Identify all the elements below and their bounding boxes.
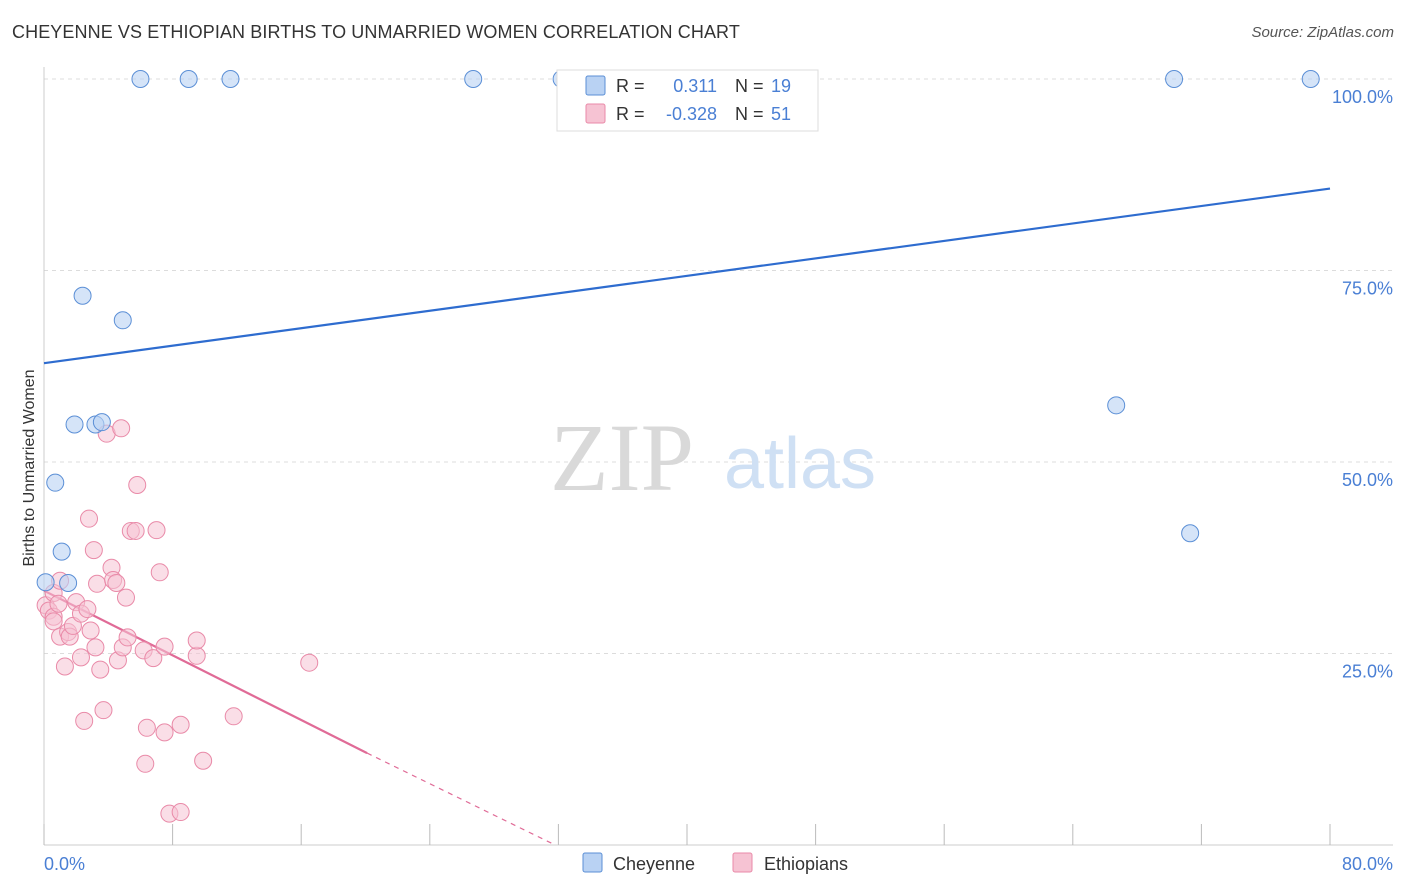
point-cheyenne	[36, 573, 55, 592]
y-tick-label: 25.0%	[1342, 662, 1393, 682]
point-ethiopians	[187, 646, 206, 665]
trend-line-ethiopians	[43, 589, 368, 755]
point-ethiopians	[150, 563, 169, 582]
stats-swatch-ethiopians	[585, 103, 606, 124]
point-ethiopians	[171, 715, 190, 734]
point-ethiopians	[86, 638, 105, 657]
watermark-zip: ZIP	[550, 404, 694, 511]
y-tick-label: 75.0%	[1342, 279, 1393, 299]
x-tick-label-max: 80.0%	[1342, 854, 1393, 874]
point-ethiopians	[171, 803, 190, 822]
point-cheyenne	[464, 70, 483, 88]
stats-n-label-ethiopians: N =	[735, 104, 764, 124]
point-ethiopians	[136, 754, 155, 773]
legend-swatch-cheyenne	[582, 852, 603, 873]
point-ethiopians	[112, 419, 131, 438]
point-ethiopians	[80, 509, 99, 528]
stats-legend: R = 0.311 N = 19 R = -0.328 N = 51	[556, 69, 819, 132]
point-ethiopians	[126, 521, 145, 540]
point-cheyenne	[92, 413, 111, 432]
point-ethiopians	[128, 475, 147, 494]
chart-title: CHEYENNE VS ETHIOPIAN BIRTHS TO UNMARRIE…	[12, 22, 740, 42]
point-ethiopians	[88, 574, 107, 593]
y-tick-labels: 25.0% 50.0% 75.0% 100.0%	[1332, 87, 1393, 682]
point-cheyenne	[73, 286, 92, 305]
stats-n-label-cheyenne: N =	[735, 76, 764, 96]
data-points	[36, 70, 1320, 823]
point-ethiopians	[44, 612, 63, 631]
legend-label-ethiopians: Ethiopians	[764, 854, 848, 874]
point-ethiopians	[194, 751, 213, 770]
stats-n-value-cheyenne: 19	[771, 76, 791, 96]
trend-line-cheyenne	[43, 187, 1331, 365]
legend-label-cheyenne: Cheyenne	[613, 854, 695, 874]
point-ethiopians	[155, 637, 174, 656]
point-cheyenne	[113, 311, 132, 330]
point-ethiopians	[71, 648, 90, 667]
point-ethiopians	[144, 649, 163, 668]
point-cheyenne	[59, 574, 78, 593]
point-ethiopians	[300, 653, 319, 672]
point-ethiopians	[49, 594, 68, 613]
point-ethiopians	[224, 707, 243, 726]
point-ethiopians	[55, 657, 74, 676]
legend-swatch-ethiopians	[732, 852, 753, 873]
point-ethiopians	[187, 631, 206, 650]
y-tick-label: 100.0%	[1332, 87, 1393, 107]
grid-lines	[44, 78, 1393, 654]
point-ethiopians	[78, 600, 97, 619]
point-cheyenne	[131, 70, 150, 88]
point-ethiopians	[155, 723, 174, 742]
point-cheyenne	[1181, 524, 1200, 543]
point-ethiopians	[118, 628, 137, 647]
trend-lines	[43, 187, 1331, 846]
point-cheyenne	[221, 70, 240, 88]
point-cheyenne	[179, 70, 198, 88]
watermark-atlas: atlas	[724, 424, 876, 504]
stats-r-value-ethiopians: -0.328	[666, 104, 717, 124]
watermark: ZIP atlas	[550, 404, 876, 511]
point-ethiopians	[84, 541, 103, 560]
point-cheyenne	[1301, 70, 1320, 88]
point-cheyenne	[1107, 396, 1126, 415]
point-cheyenne	[46, 473, 65, 492]
y-tick-label: 50.0%	[1342, 470, 1393, 490]
stats-n-value-ethiopians: 51	[771, 104, 791, 124]
point-ethiopians	[147, 521, 166, 540]
stats-r-label-ethiopians: R =	[616, 104, 645, 124]
y-axis-label: Births to Unmarried Women	[21, 369, 38, 566]
stats-swatch-cheyenne	[585, 75, 606, 96]
stats-r-value-cheyenne: 0.311	[673, 76, 717, 96]
axes	[43, 67, 1393, 846]
point-cheyenne	[1165, 70, 1184, 88]
point-ethiopians	[137, 718, 156, 737]
point-ethiopians	[94, 701, 113, 720]
point-cheyenne	[52, 542, 71, 561]
point-ethiopians	[75, 711, 94, 730]
series-legend: Cheyenne Ethiopians	[582, 852, 848, 874]
source-label: Source: ZipAtlas.com	[1251, 24, 1394, 41]
point-ethiopians	[91, 660, 110, 679]
x-tick-label-min: 0.0%	[44, 854, 85, 874]
point-ethiopians	[81, 621, 100, 640]
trend-line-ethiopians-extrapolated	[366, 752, 556, 846]
point-ethiopians	[116, 588, 135, 607]
point-ethiopians	[107, 574, 126, 593]
stats-r-label-cheyenne: R =	[616, 76, 645, 96]
point-cheyenne	[65, 415, 84, 434]
